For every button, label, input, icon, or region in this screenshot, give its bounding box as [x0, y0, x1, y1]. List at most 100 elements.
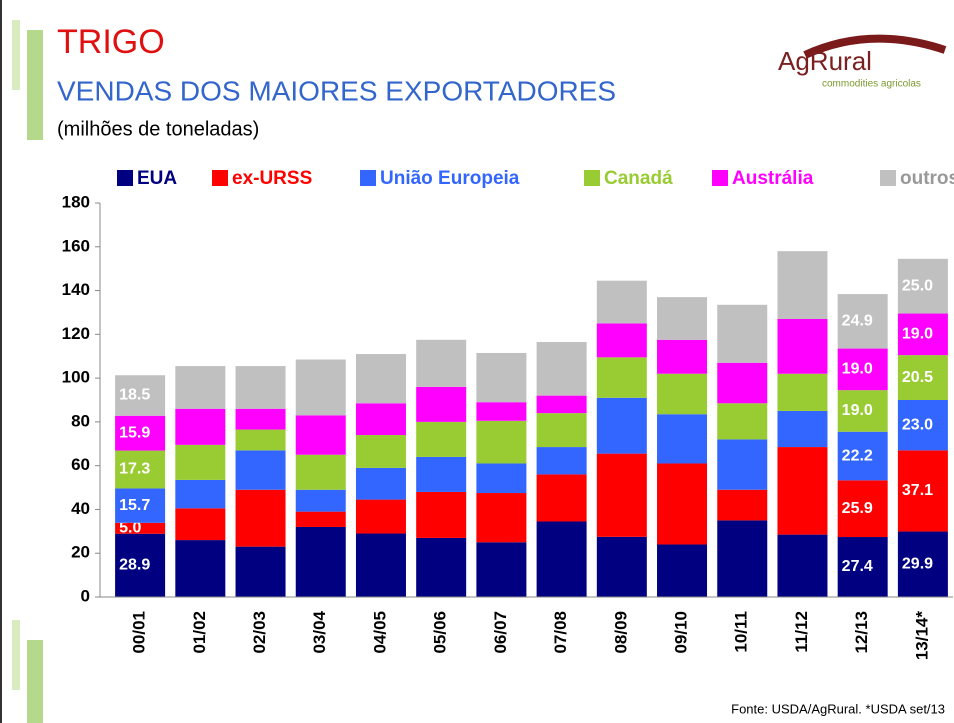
- value-label: 27.4: [842, 558, 873, 575]
- value-label: 37.1: [902, 482, 933, 499]
- value-label: 19.0: [842, 402, 873, 419]
- legend-label: União Europeia: [380, 168, 520, 189]
- bar-segment: [897, 400, 948, 451]
- bar-segment: [115, 533, 166, 597]
- bar-segment: [657, 297, 708, 340]
- value-label: 5.0: [119, 519, 141, 536]
- x-tick-label: 00/01: [130, 611, 149, 654]
- bar-segment: [777, 447, 828, 535]
- bar-segment: [295, 359, 346, 416]
- legend-label: outros: [900, 168, 954, 189]
- y-tick-label: 0: [81, 586, 90, 605]
- x-tick-label: 10/11: [732, 611, 751, 653]
- x-tick-label: 09/10: [672, 611, 691, 654]
- bar-segment: [837, 390, 888, 432]
- bar-segment: [837, 431, 888, 481]
- bar-segment: [717, 489, 768, 521]
- y-tick-label: 160: [62, 236, 90, 255]
- bar-segment: [476, 542, 527, 597]
- bar-segment: [777, 319, 828, 374]
- logo-swoosh: [803, 34, 947, 59]
- bar-segment: [536, 521, 587, 597]
- bar-segment: [897, 258, 948, 314]
- bar-segment: [596, 280, 647, 324]
- bar-segment: [536, 447, 587, 475]
- bar-segment: [235, 429, 286, 451]
- bar-segment: [717, 403, 768, 440]
- value-label: 17.3: [119, 461, 150, 478]
- logo-name: AgRural: [778, 46, 872, 76]
- logo-tagline: commodities agricolas: [822, 79, 921, 90]
- bar-segment: [777, 251, 828, 320]
- y-tick-label: 180: [62, 192, 90, 211]
- legend-swatch: [212, 170, 228, 186]
- value-label: 15.9: [119, 424, 150, 441]
- bar-segment: [657, 463, 708, 545]
- bar-segment: [416, 537, 467, 597]
- bar-segment: [837, 537, 888, 597]
- bar-segment: [416, 339, 467, 387]
- bar-segment: [235, 408, 286, 430]
- bar-segment: [175, 540, 226, 597]
- bar-segment: [295, 454, 346, 490]
- value-label: 24.9: [842, 313, 873, 330]
- bar-segment: [536, 395, 587, 414]
- bar-segment: [837, 480, 888, 538]
- bar-segment: [235, 366, 286, 409]
- unit-label: (milhões de toneladas): [57, 118, 259, 140]
- y-tick-label: 60: [71, 455, 90, 474]
- x-tick-label: 12/13: [852, 611, 871, 654]
- bar-segment: [355, 467, 406, 500]
- bar-segment: [717, 362, 768, 404]
- chart-title: TRIGO: [57, 23, 165, 61]
- bar-segment: [657, 544, 708, 597]
- bar-segment: [235, 489, 286, 547]
- x-tick-label: 11/12: [792, 611, 811, 653]
- bar-segment: [717, 520, 768, 597]
- bar-segment: [897, 531, 948, 597]
- bar-segment: [596, 397, 647, 454]
- bar-segment: [657, 414, 708, 464]
- bar-segment: [476, 493, 527, 543]
- bar-segment: [596, 357, 647, 398]
- value-label: 15.7: [119, 497, 150, 514]
- value-label: 25.0: [902, 277, 933, 294]
- value-label: 29.9: [902, 555, 933, 572]
- bar-segment: [295, 415, 346, 455]
- bar-segment: [777, 373, 828, 411]
- bar-segment: [897, 313, 948, 356]
- bar-segment: [476, 420, 527, 464]
- bar-segment: [536, 341, 587, 396]
- bar-segment: [115, 488, 166, 523]
- decor-bar: [27, 30, 43, 140]
- value-label: 22.2: [842, 447, 873, 464]
- bar-segment: [355, 403, 406, 436]
- bar-segment: [657, 339, 708, 374]
- x-tick-label: 04/05: [370, 611, 389, 654]
- bar-segment: [295, 489, 346, 512]
- x-tick-label: 03/04: [310, 610, 329, 653]
- legend-swatch: [360, 170, 376, 186]
- bar-segment: [175, 366, 226, 409]
- bar-segment: [897, 355, 948, 400]
- bar-segment: [416, 421, 467, 457]
- legend-swatch: [712, 170, 728, 186]
- value-label: 20.5: [902, 369, 933, 386]
- bar-segment: [536, 474, 587, 522]
- bar-segment: [897, 450, 948, 532]
- x-tick-label: 05/06: [431, 611, 450, 654]
- value-label: 19.0: [842, 361, 873, 378]
- x-tick-label: 01/02: [190, 611, 209, 654]
- y-tick-label: 100: [62, 368, 90, 387]
- bar-segment: [355, 354, 406, 404]
- bar-segment: [657, 373, 708, 415]
- x-tick-label: 08/09: [611, 611, 630, 654]
- bar-segment: [295, 526, 346, 597]
- y-tick-label: 80: [71, 411, 90, 430]
- legend-label: Austrália: [732, 168, 814, 189]
- bar-segment: [115, 522, 166, 534]
- legend-swatch: [117, 170, 133, 186]
- bar-segment: [717, 304, 768, 363]
- value-label: 25.9: [842, 500, 873, 517]
- bar-segment: [837, 294, 888, 349]
